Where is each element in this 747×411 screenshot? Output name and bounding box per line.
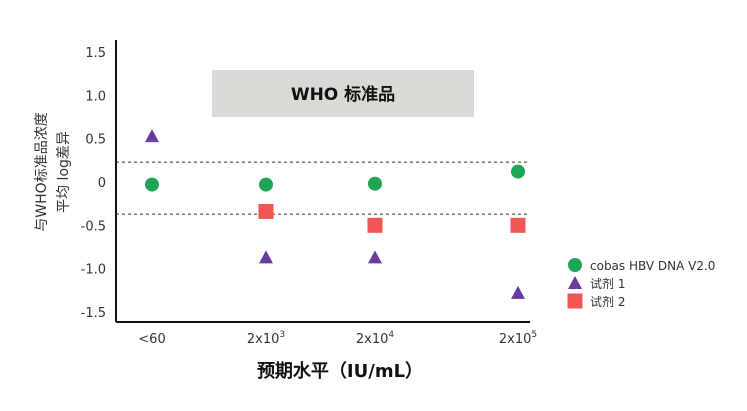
- legend-marker-triangle: [568, 276, 582, 289]
- point-square: [258, 203, 274, 219]
- y-axis-label: 与WHO标准品浓度 平均 log差异: [34, 112, 72, 231]
- legend-marker-circle: [568, 258, 582, 272]
- y-tick-label: 0.5: [85, 133, 106, 148]
- y-tick-label: -1.0: [81, 263, 106, 278]
- banner-label: WHO 标准品: [291, 84, 395, 105]
- point-square: [510, 217, 526, 233]
- x-tick-label: <60: [138, 332, 165, 347]
- x-tick-labels: <60 2x103 2x104 2x105: [138, 330, 537, 347]
- y-tick-label: -0.5: [81, 219, 106, 234]
- point-circle: [368, 176, 382, 191]
- legend-label: 试剂 2: [590, 294, 625, 309]
- y-axis-label-line-2: 平均 log差异: [56, 131, 72, 213]
- x-tick-label: 2x105: [499, 330, 537, 347]
- point-triangle: [145, 129, 159, 143]
- x-tick-label: 2x103: [247, 330, 285, 347]
- point-circle: [145, 177, 159, 192]
- point-circle: [511, 164, 525, 179]
- legend-marker-square: [567, 293, 583, 309]
- point-square: [367, 217, 383, 233]
- y-tick-label: 0: [98, 176, 106, 191]
- x-tick-label: 2x104: [356, 330, 395, 347]
- y-tick-label: 1.0: [85, 89, 106, 104]
- y-tick-label: -1.5: [81, 306, 106, 321]
- reference-lines: [116, 161, 530, 215]
- banner-box: [212, 70, 474, 117]
- point-circle: [259, 177, 273, 192]
- legend-label: 试剂 1: [590, 276, 625, 291]
- y-axis-label-line-1: 与WHO标准品浓度: [34, 112, 50, 231]
- legend-label: cobas HBV DNA V2.0: [590, 259, 715, 273]
- data-points: [145, 129, 526, 299]
- x-axis-label: 预期水平（IU/mL）: [257, 360, 423, 382]
- y-tick-labels: 1.5 1.0 0.5 0 -0.5 -1.0 -1.5: [81, 46, 106, 321]
- legend: cobas HBV DNA V2.0 试剂 1 试剂 2: [567, 258, 715, 309]
- point-triangle: [259, 250, 273, 264]
- point-triangle: [511, 285, 525, 299]
- point-triangle: [368, 250, 382, 264]
- y-tick-label: 1.5: [85, 46, 106, 61]
